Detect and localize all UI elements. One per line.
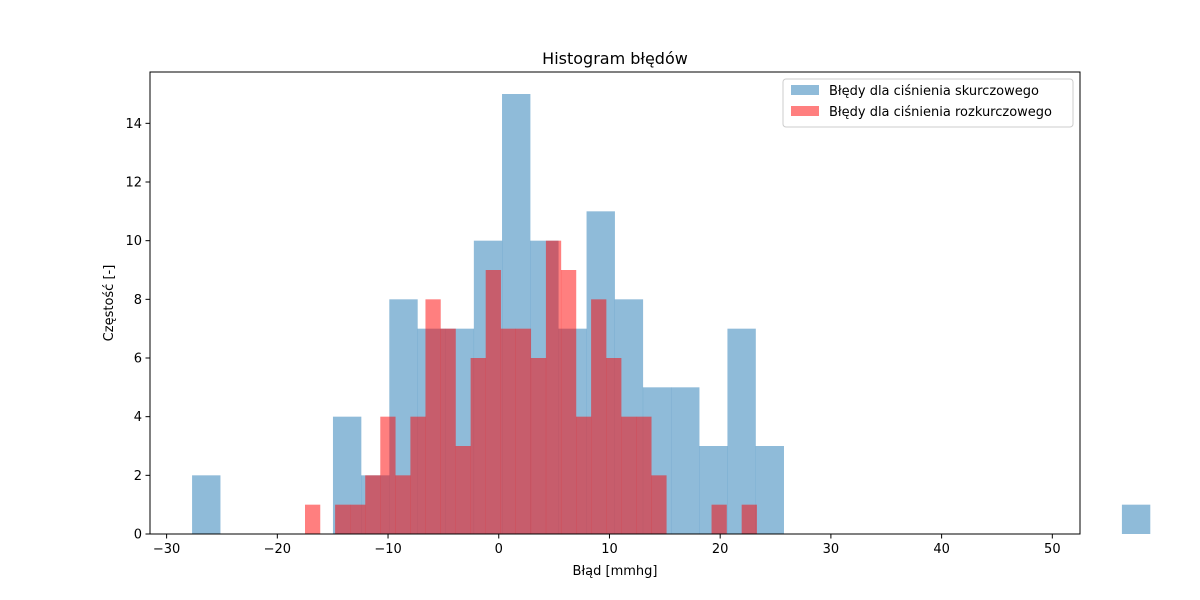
histogram-bar-diastolic (560, 270, 577, 534)
histogram-bar-systolic (755, 446, 784, 534)
legend-frame (782, 78, 1074, 128)
x-tick-label: 40 (933, 542, 950, 557)
y-tick-label: 10 (125, 234, 142, 249)
legend-label-systolic: Błędy dla ciśnienia skurczowego (829, 84, 1039, 99)
histogram-bar-diastolic (636, 416, 652, 534)
histogram-bar-systolic (671, 387, 700, 534)
y-tick-label: 6 (134, 352, 142, 367)
histogram-bar-diastolic (515, 328, 532, 534)
x-tick-label: 0 (495, 542, 503, 557)
histogram-bar-diastolic (380, 416, 396, 534)
histogram-bar-diastolic (470, 358, 486, 534)
histogram-bar-diastolic (440, 328, 456, 534)
histogram-bar-diastolic (350, 504, 366, 534)
y-tick-label: 2 (134, 469, 142, 484)
x-tick-label: −10 (374, 542, 401, 557)
y-axis-ticks: 0 2 4 6 8 10 12 14 (125, 117, 150, 543)
histogram-bar-systolic (727, 328, 756, 534)
histogram-bar-systolic (192, 475, 221, 534)
histogram-bar-diastolic (545, 240, 562, 535)
histogram-bar-diastolic (500, 328, 516, 534)
chart-title: Histogram błędów (542, 49, 688, 68)
legend-swatch-systolic (791, 85, 819, 95)
x-tick-label: −20 (264, 542, 291, 557)
x-axis-label: Błąd [mmhg] (573, 564, 658, 579)
y-tick-label: 4 (134, 410, 142, 425)
legend-swatch-diastolic (791, 106, 819, 116)
x-tick-label: 30 (823, 542, 840, 557)
histogram-bar-diastolic (425, 299, 441, 534)
histogram-bar-diastolic (305, 504, 321, 534)
histogram-bar-systolic (1121, 504, 1151, 534)
y-tick-label: 12 (125, 176, 142, 191)
histogram-bar-diastolic (365, 475, 381, 534)
histogram-bar-diastolic (485, 270, 501, 534)
plot-frame (149, 71, 1081, 535)
bars-layer (192, 94, 1151, 535)
histogram-bar-diastolic (530, 358, 547, 534)
histogram-bar-diastolic (711, 504, 727, 534)
x-tick-label: 10 (601, 542, 618, 557)
histogram-bar-diastolic (741, 504, 757, 534)
histogram-bar-diastolic (455, 446, 471, 534)
x-tick-label: 50 (1044, 542, 1061, 557)
y-axis-label: Częstość [-] (102, 265, 117, 342)
x-tick-label: −30 (153, 542, 180, 557)
histogram-bar-diastolic (576, 416, 592, 534)
y-tick-label: 8 (134, 293, 142, 308)
x-axis-ticks: −30 −20 −10 0 10 20 30 40 50 (153, 534, 1061, 557)
legend: Błędy dla ciśnienia skurczowego Błędy dl… (782, 78, 1074, 128)
legend-label-diastolic: Błędy dla ciśnienia rozkurczowego (829, 105, 1052, 120)
x-tick-label: 20 (712, 542, 729, 557)
histogram-bar-diastolic (651, 475, 667, 534)
histogram-bar-diastolic (591, 299, 607, 534)
histogram-bar-diastolic (335, 504, 351, 534)
histogram-bar-diastolic (621, 416, 637, 534)
y-tick-label: 0 (134, 528, 142, 543)
histogram-bar-diastolic (395, 475, 411, 534)
histogram-bar-diastolic (606, 358, 622, 534)
y-tick-label: 14 (125, 117, 142, 132)
histogram-bar-diastolic (410, 416, 426, 534)
